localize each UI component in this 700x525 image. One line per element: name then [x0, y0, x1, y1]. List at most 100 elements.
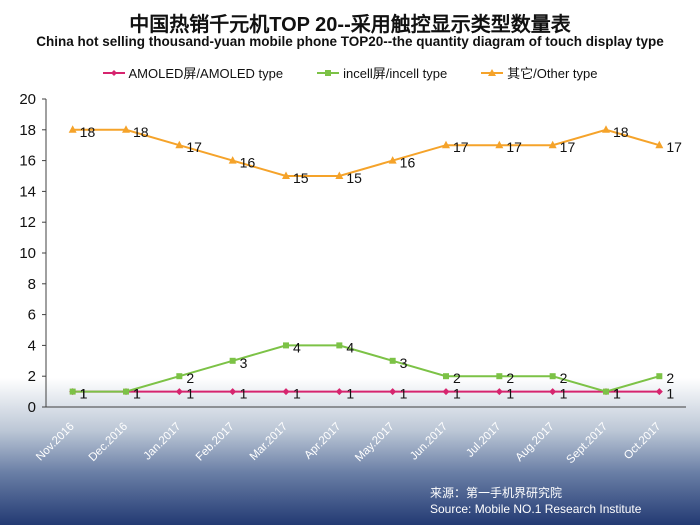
data-label: 3	[240, 355, 248, 371]
data-point	[122, 125, 130, 133]
y-tick-label: 14	[19, 183, 36, 200]
x-tick-label: Oct.2017	[622, 421, 663, 462]
data-point	[282, 171, 290, 179]
data-label: 17	[186, 139, 202, 155]
data-point	[175, 388, 183, 396]
data-point	[389, 388, 397, 396]
data-label: 18	[80, 124, 96, 140]
y-tick-label: 8	[28, 276, 36, 293]
data-point	[176, 373, 183, 380]
data-point	[69, 388, 76, 395]
data-point	[495, 388, 503, 396]
data-point	[549, 373, 556, 380]
data-point	[68, 125, 77, 133]
legend-swatch-other	[481, 68, 504, 76]
data-point	[548, 140, 557, 149]
data-point	[389, 357, 396, 364]
y-tick-label: 0	[28, 399, 36, 416]
data-point	[229, 357, 236, 364]
x-tick-label: Mar.2017	[248, 421, 290, 463]
chart-subtitle: China hot selling thousand-yuan mobile p…	[36, 34, 664, 49]
legend: AMOLED屏/AMOLED type incell屏/incell type …	[0, 63, 700, 82]
y-tick-label: 20	[19, 91, 36, 108]
data-label: 2	[666, 370, 674, 386]
x-tick-label: Nov.2016	[34, 421, 77, 464]
chart-title: 中国热销千元机TOP 20--采用触控显示类型数量表	[129, 14, 571, 36]
data-label: 1	[346, 386, 354, 402]
x-tick-label: Apr.2017	[302, 421, 343, 462]
legend-label-incell: incell屏/incell type	[343, 66, 448, 81]
data-label: 1	[80, 386, 88, 402]
data-label: 1	[453, 386, 461, 402]
data-label: 16	[240, 155, 256, 171]
data-point	[442, 388, 450, 396]
y-tick-label: 6	[28, 307, 36, 324]
legend-swatch-incell	[317, 69, 340, 76]
x-tick-label: Aug.2017	[513, 421, 556, 464]
data-label: 1	[560, 386, 568, 402]
legend-label-other: 其它/Other type	[507, 66, 598, 81]
y-tick-label: 18	[19, 122, 36, 139]
x-tick-label: Jul.2017	[464, 421, 503, 460]
data-label: 1	[666, 386, 674, 402]
data-label: 16	[400, 155, 416, 171]
data-label: 1	[80, 386, 88, 402]
data-point	[123, 388, 129, 395]
legend-swatch-amoled	[102, 69, 125, 76]
data-point	[655, 140, 664, 149]
data-label: 2	[560, 370, 568, 386]
data-label: 1	[400, 386, 408, 402]
data-label: 15	[346, 170, 362, 186]
data-point	[443, 373, 449, 380]
data-point	[655, 388, 663, 396]
series-line-1	[72, 344, 660, 393]
y-tick-label: 2	[28, 368, 36, 385]
data-label: 1	[133, 386, 141, 402]
data-label: 17	[560, 139, 576, 155]
data-point	[229, 388, 237, 396]
source-cn: 来源：第一手机界研究院	[430, 486, 563, 500]
x-tick-label: Jan.2017	[142, 421, 184, 463]
data-label: 1	[186, 386, 194, 402]
series-line-2	[72, 128, 660, 177]
data-label: 1	[613, 386, 621, 402]
data-label: 17	[453, 139, 469, 155]
data-label: 1	[240, 386, 248, 402]
data-point	[496, 373, 503, 380]
x-tick-label: May.2017	[353, 421, 397, 465]
data-label: 4	[293, 339, 301, 355]
data-label: 4	[346, 339, 354, 355]
data-label: 1	[293, 386, 301, 402]
data-label: 15	[293, 170, 309, 186]
data-label: 17	[506, 139, 522, 155]
data-label: 1	[133, 386, 141, 402]
data-point	[282, 388, 290, 396]
data-point	[388, 156, 397, 164]
y-tick-label: 10	[19, 245, 36, 262]
x-tick-label: Jun.2017	[408, 421, 450, 463]
x-tick-label: Dec.2016	[87, 421, 130, 464]
legend-label-amoled: AMOLED屏/AMOLED type	[128, 66, 284, 81]
data-point	[442, 140, 450, 149]
legend-item-incell: incell屏/incell type	[317, 63, 447, 82]
data-label: 3	[400, 355, 408, 371]
x-tick-label: Sept.2017	[565, 421, 611, 467]
data-label: 18	[613, 124, 629, 140]
data-point	[602, 125, 610, 133]
y-tick-label: 12	[19, 214, 36, 231]
data-point	[228, 156, 237, 164]
data-point	[335, 388, 343, 396]
data-point	[283, 342, 289, 349]
data-point	[603, 388, 609, 395]
data-label: 1	[613, 386, 621, 402]
data-label: 1	[506, 386, 514, 402]
data-label: 2	[453, 370, 461, 386]
data-label: 18	[133, 124, 149, 140]
data-point	[175, 140, 184, 149]
data-label: 2	[506, 370, 514, 386]
legend-item-other: 其它/Other type	[481, 63, 597, 82]
x-tick-label: Feb.2017	[194, 421, 237, 464]
data-point	[336, 342, 343, 349]
